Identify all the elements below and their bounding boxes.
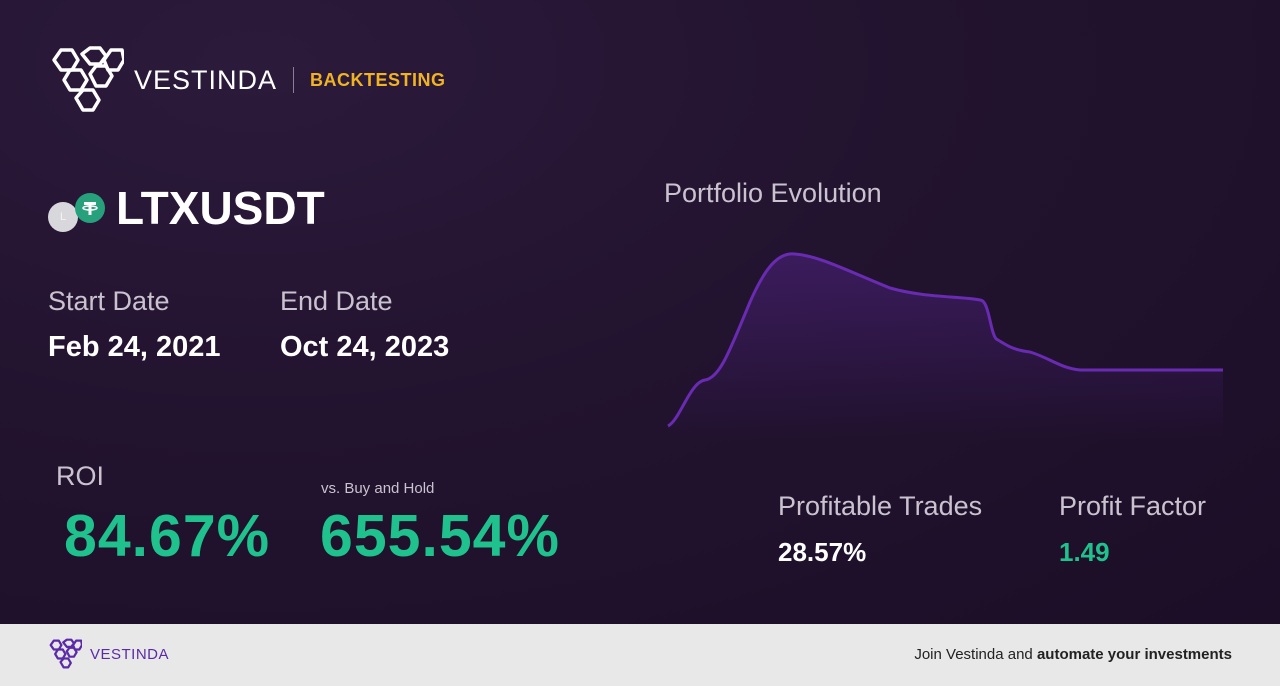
footer-cta-prefix: Join Vestinda and (914, 646, 1037, 663)
roi-value: 84.67% (64, 503, 271, 569)
portfolio-evolution-chart (667, 252, 1223, 440)
chart-title: Portfolio Evolution (664, 178, 882, 208)
portfolio-area (668, 253, 1223, 440)
footer-brand-name: VESTINDA (90, 645, 170, 663)
vestinda-logo-icon (52, 46, 124, 112)
start-date-value: Feb 24, 2021 (48, 331, 221, 363)
tether-icon (75, 193, 105, 223)
backtesting-tag: BACKTESTING (310, 69, 446, 90)
end-date-label: End Date (280, 286, 393, 316)
pair-name: LTXUSDT (116, 182, 325, 234)
end-date-value: Oct 24, 2023 (280, 331, 450, 363)
header-brand[interactable]: VESTINDA BACKTESTING (48, 46, 446, 114)
profitable-trades-label: Profitable Trades (778, 491, 983, 521)
roi-label: ROI (56, 461, 105, 491)
brand-divider (293, 67, 295, 93)
profit-factor-value: 1.49 (1059, 537, 1110, 567)
footer-bar: VESTINDA Join Vestinda and automate your… (0, 624, 1280, 686)
backtest-card: VESTINDA BACKTESTING L LTXUSDT Start Dat… (0, 0, 1280, 624)
footer-cta[interactable]: Join Vestinda and automate your investme… (914, 646, 1232, 663)
vs-buy-hold-label: vs. Buy and Hold (321, 480, 435, 497)
base-coin-icon: L (48, 202, 78, 232)
brand-name: VESTINDA (134, 64, 278, 95)
footer-cta-bold: automate your investments (1036, 646, 1232, 663)
portfolio-line (667, 252, 1223, 428)
profitable-trades-value: 28.57% (778, 537, 867, 567)
profit-factor-label: Profit Factor (1059, 491, 1207, 521)
footer-brand[interactable]: VESTINDA (48, 638, 169, 670)
vestinda-footer-logo-icon (49, 638, 82, 669)
vs-buy-hold-value: 655.54% (320, 503, 560, 569)
start-date-label: Start Date (48, 286, 170, 316)
